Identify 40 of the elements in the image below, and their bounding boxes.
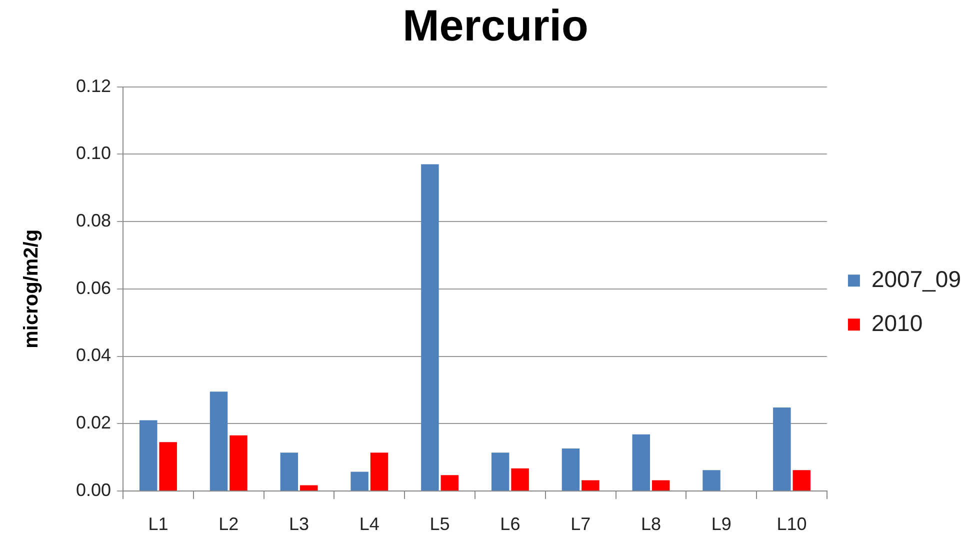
x-tick-label: L6	[500, 514, 520, 534]
y-tick-label: 0.12	[76, 76, 112, 96]
y-tick-label: 0.06	[76, 278, 112, 298]
bar	[280, 452, 298, 490]
x-tick-label: L9	[711, 514, 732, 534]
bar	[511, 468, 529, 490]
bar	[159, 442, 177, 490]
bar	[140, 420, 158, 490]
bar	[702, 470, 720, 490]
bar	[652, 480, 670, 490]
x-tick-label: L5	[430, 514, 450, 534]
x-tick-label: L1	[148, 514, 168, 534]
bar	[210, 392, 228, 490]
bar	[562, 448, 580, 490]
bar	[300, 485, 318, 490]
bar	[350, 472, 368, 490]
x-tick-label: L2	[218, 514, 239, 534]
x-tick-label: L10	[776, 514, 807, 534]
bar	[370, 452, 388, 490]
x-tick-label: L3	[289, 514, 310, 534]
x-tick-label: L4	[359, 514, 380, 534]
bar	[230, 435, 248, 490]
legend-label: 2007_09	[871, 266, 962, 292]
legend-label: 2010	[871, 310, 923, 336]
bar	[582, 480, 600, 490]
y-tick-label: 0.08	[76, 210, 112, 230]
y-tick-label: 0.10	[76, 143, 112, 164]
bar	[773, 407, 791, 490]
x-tick-label: L7	[570, 514, 591, 534]
y-tick-label: 0.02	[76, 412, 112, 433]
y-tick-label: 0.04	[76, 345, 112, 366]
bar	[421, 164, 439, 490]
y-axis-title: microg/m2/g	[20, 229, 43, 348]
y-tick-label: 0.00	[76, 480, 112, 500]
chart-title: Mercurio	[402, 2, 588, 51]
bar	[632, 434, 650, 490]
bar	[440, 475, 459, 490]
x-tick-label: L8	[640, 514, 661, 534]
bar	[792, 470, 810, 490]
bar	[491, 452, 510, 490]
